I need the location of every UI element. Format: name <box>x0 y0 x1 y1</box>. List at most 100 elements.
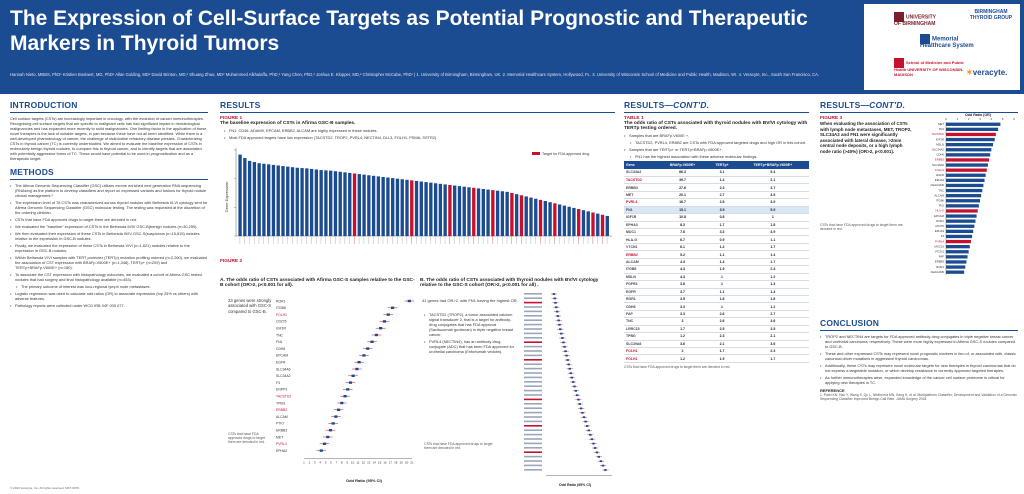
figure-2a-xtick-label: 8 <box>341 460 343 464</box>
figure-3-bar <box>946 158 990 162</box>
figure-1-bar <box>257 163 261 236</box>
figure-2b-chart: Odd Ratio (95% CI) <box>524 293 612 487</box>
figure-3-gene-label: SLC39A6 <box>932 163 944 167</box>
results-contd-heading: RESULTS—CONT'D. <box>624 100 809 113</box>
table-1-value-cell: 1.4 <box>707 258 737 267</box>
table-1-value-cell: 39.7 <box>657 176 708 185</box>
conclusion-item: Additionally, these CSTs may represent n… <box>820 363 1018 373</box>
table-1-bullet: Samples that are BRAFp.V600E +. <box>624 133 809 138</box>
table-1-gene-cell: FGFR3 <box>624 280 658 289</box>
logo-panel: UNIVERSITY OF BIRMINGHAM BIRMINGHAM THYR… <box>864 4 1020 90</box>
figure-3-bar <box>946 245 970 249</box>
methods-item: Finally, we evaluated the expression of … <box>10 243 208 253</box>
figure-1-bar <box>462 186 466 236</box>
table-1-value-cell: 6.7 <box>657 235 708 244</box>
table-1-value-cell: 2 <box>657 347 708 356</box>
figure-1-bar <box>515 194 519 236</box>
figure-1-bar <box>557 204 562 236</box>
figure-3-xtick-label: 0 <box>945 117 947 121</box>
table-1-gene-cell: FOLH1 <box>624 354 658 363</box>
figure-3-xtick-label: 5 <box>1002 117 1004 121</box>
figure-2b-bullet: PVRL4 (NECTIN4), has an antibody-drug co… <box>424 339 518 354</box>
figure-2b-point <box>568 367 571 370</box>
figure-2b-gene-label <box>524 420 542 423</box>
figure-2b-point <box>565 354 568 357</box>
column-results: RESULTS FIGURE 1 The baseline expression… <box>220 100 615 487</box>
figure-1-bar <box>448 184 452 236</box>
table-1-value-cell: 1.7 <box>707 221 737 230</box>
figure-2b-point <box>564 350 567 353</box>
figure-3-title: When evaluating the association of CSTs … <box>820 121 912 154</box>
figure-2a-gene-label: TNC <box>276 333 284 337</box>
figure-2b-gene-label <box>524 429 542 431</box>
figure-2a-gene-label: ROR1 <box>276 299 286 303</box>
figure-2a-xtick-label: 11 <box>356 460 359 464</box>
figure-2a-gene-label: ITGB6 <box>276 306 286 310</box>
figure-2b-gene-label <box>524 389 542 392</box>
table-1-value-cell: 3.9 <box>707 206 737 215</box>
reference-text: 1. Patel KN, Hao Y, Wang S, Qu L, Nikifo… <box>820 393 1017 402</box>
figure-2a-point <box>348 381 353 384</box>
figure-1-legend-label: Target for FDA approved drug <box>542 152 589 156</box>
figure-2a-xtick-label: 7 <box>336 460 338 464</box>
figure-2a-point <box>362 354 366 357</box>
figure-2a-xtick-label: 21 <box>410 460 414 464</box>
figure-3-gene-label: SLC34A2 <box>932 148 944 152</box>
figure-2b-gene-label <box>524 367 542 370</box>
figure-1-bar <box>343 172 347 236</box>
figure-2b-point <box>562 341 565 344</box>
figure-2a-gene-label: MET <box>276 435 283 439</box>
figure-3-bar <box>946 270 965 274</box>
poster-title: The Expression of Cell-Surface Targets a… <box>10 7 808 55</box>
figure-2a-xtick-label: 17 <box>389 460 393 464</box>
figure-3-bar <box>946 188 983 193</box>
figure-2a-point <box>386 313 390 316</box>
figure-2b-point <box>589 433 592 436</box>
figure-2b-point <box>601 464 605 467</box>
table-1-value-cell: 1.4 <box>736 288 809 296</box>
table-1-sub-bullet: FN1 has the highest association with the… <box>630 154 809 159</box>
figure-1-bar <box>553 203 557 236</box>
btg-logo: BIRMINGHAM THYROID GROUP <box>969 9 1013 21</box>
table-1-value-cell: 20.1 <box>657 191 708 200</box>
figure-2b-point <box>579 407 583 410</box>
figure-3-bar <box>946 239 971 244</box>
figure-2b-point <box>593 447 597 449</box>
figure-2a-point <box>336 408 341 411</box>
table-1-gene-cell: PVRL4 <box>624 198 658 207</box>
table-row: EGFR 3.7 1.1 1.4 <box>624 288 809 296</box>
figure-2a-point <box>370 340 374 343</box>
figure-2a-xtick-label: 18 <box>394 460 398 464</box>
table-row: SLC39A6 3.6 2.1 3.6 <box>624 340 809 349</box>
figure-3-gene-label: CDH6 <box>936 153 944 157</box>
table-1-value-cell: 15.1 <box>657 206 708 215</box>
figure-3-gene-label: HLA-G <box>935 209 944 213</box>
figure-1-bullet: FN1, CD46, ADAM9, EPCAM, ERBB2, ALCAM ar… <box>224 128 615 133</box>
table-1-value-cell: 6.1 <box>657 243 708 252</box>
table-1-value-cell: 3.7 <box>657 288 708 296</box>
figure-2a-point <box>346 388 350 391</box>
figure-1-bar <box>538 199 543 236</box>
figure-3-gene-label: EGFR <box>936 173 944 177</box>
methods-list-tail: Logistic regression was used to calculat… <box>10 291 208 308</box>
figure-1-bar <box>567 206 571 236</box>
figure-2a-gene-label: EPHA2 <box>276 449 287 453</box>
figure-2b-gene-label <box>524 376 542 379</box>
table-1-value-cell: 1.4 <box>707 176 737 185</box>
figure-3-gene-label: FAP <box>939 255 944 259</box>
figure-1-bar <box>438 183 443 236</box>
figure-3-gene-label: FN1 <box>939 127 945 131</box>
figure-1-bar <box>286 166 290 236</box>
figure-3-chart: Odd Ratio (OR) 0 1 2 3 4 5 6METFN1TACSTD2IGF1R… <box>930 113 1015 275</box>
figure-2a-gene-label: SLC34A2 <box>276 374 291 378</box>
figure-1-bar <box>524 196 528 236</box>
figure-3-gene-label: TNC <box>938 188 944 192</box>
results-heading: RESULTS <box>220 100 615 113</box>
figure-2a-xtick-label: 2 <box>309 460 311 464</box>
figure-2a-xtick-label: 3 <box>314 460 316 464</box>
figure-1-bar <box>572 207 576 236</box>
figure-2b-gene-label <box>524 328 542 330</box>
table-1-gene-cell: ERBB2 <box>624 250 658 259</box>
figure-1-bar <box>586 211 590 236</box>
figure-2b-gene-label <box>524 293 542 295</box>
